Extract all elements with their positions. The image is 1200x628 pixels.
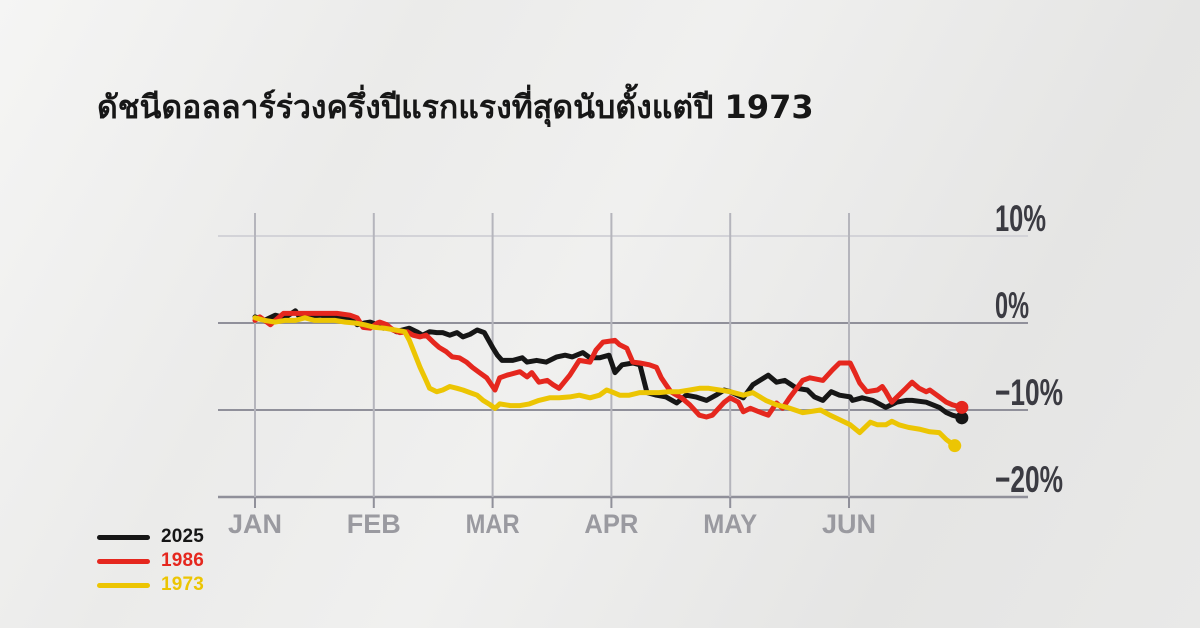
series-end-dot-1986 — [955, 400, 969, 414]
y-axis-labels: 10% 0% −10% −20% — [995, 198, 1063, 500]
x-axis-labels: JAN FEB MAR APR MAY JUN — [228, 509, 876, 539]
x-label-FEB: FEB — [347, 509, 401, 539]
legend-swatch-1986 — [97, 558, 150, 564]
legend-label-2025: 2025 — [161, 526, 205, 547]
y-label-0: 0% — [995, 285, 1029, 326]
legend-label-1973: 1973 — [161, 574, 205, 595]
series-end-dots — [948, 400, 969, 453]
x-axis-ticks — [254, 497, 850, 508]
chart-legend: 2025 1986 1973 — [97, 526, 205, 595]
series-line-1973 — [252, 315, 958, 449]
legend-swatch-1973 — [97, 582, 150, 588]
y-label--20: −20% — [995, 459, 1063, 500]
chart-headline: ดัชนีดอลลาร์ร่วงครึ่งปีแรกแรงที่สุดนับตั… — [97, 88, 814, 126]
x-label-MAY: MAY — [703, 509, 757, 539]
legend-label-1986: 1986 — [161, 550, 205, 571]
x-label-JAN: JAN — [228, 509, 282, 539]
legend-item-2025: 2025 — [97, 526, 205, 547]
legend-swatch-2025 — [97, 534, 150, 540]
series-end-dot-2025 — [955, 411, 969, 425]
grid-vertical — [254, 213, 850, 497]
y-label--10: −10% — [995, 372, 1063, 413]
x-label-JUN: JUN — [822, 509, 876, 539]
series-lines — [252, 308, 965, 449]
series-end-dot-1973 — [948, 439, 962, 453]
x-label-MAR: MAR — [466, 509, 520, 539]
x-label-APR: APR — [584, 509, 638, 539]
legend-item-1973: 1973 — [97, 574, 205, 595]
legend-item-1986: 1986 — [97, 550, 205, 571]
y-label-10: 10% — [995, 198, 1046, 239]
